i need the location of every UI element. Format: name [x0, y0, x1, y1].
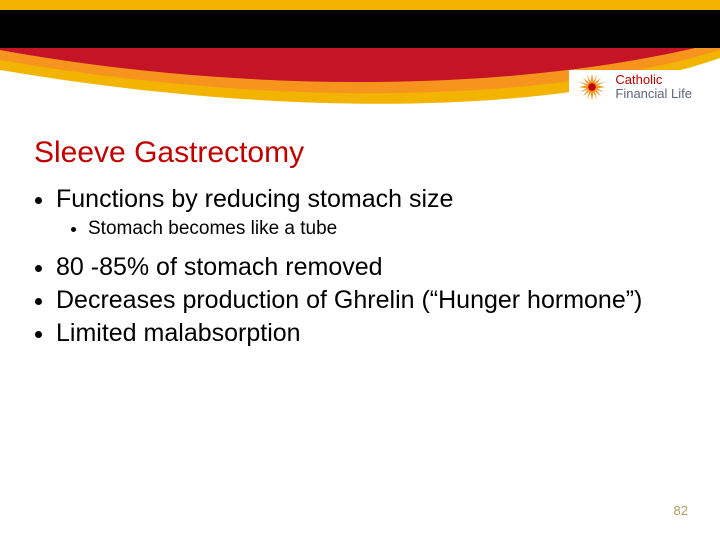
list-item: Decreases production of Ghrelin (“Hunger…	[56, 285, 686, 316]
brand-logo-line1: Catholic	[615, 73, 692, 87]
brand-logo-text: Catholic Financial Life	[615, 73, 692, 100]
slide-content: Functions by reducing stomach size Stoma…	[34, 184, 686, 352]
list-item: 80 -85% of stomach removed	[56, 252, 686, 283]
list-item-text: 80 -85% of stomach removed	[56, 253, 383, 281]
bullet-sublist: Stomach becomes like a tube	[56, 217, 686, 242]
list-subitem: Stomach becomes like a tube	[88, 217, 686, 242]
header-band	[0, 0, 720, 126]
page-number: 82	[674, 503, 688, 518]
list-item-text: Limited malabsorption	[56, 319, 301, 347]
brand-logo-line2: Financial Life	[615, 87, 692, 101]
list-item: Limited malabsorption	[56, 318, 686, 349]
bullet-list: Functions by reducing stomach size Stoma…	[34, 184, 686, 350]
list-item-text: Decreases production of Ghrelin (“Hunger…	[56, 286, 642, 314]
header-gold-strip	[0, 0, 720, 10]
list-item: Functions by reducing stomach size Stoma…	[56, 184, 686, 242]
slide-title: Sleeve Gastrectomy	[34, 136, 304, 170]
list-subitem-text: Stomach becomes like a tube	[88, 218, 337, 239]
list-item-text: Functions by reducing stomach size	[56, 185, 453, 213]
sunburst-icon	[575, 70, 609, 104]
brand-logo: Catholic Financial Life	[569, 70, 692, 104]
